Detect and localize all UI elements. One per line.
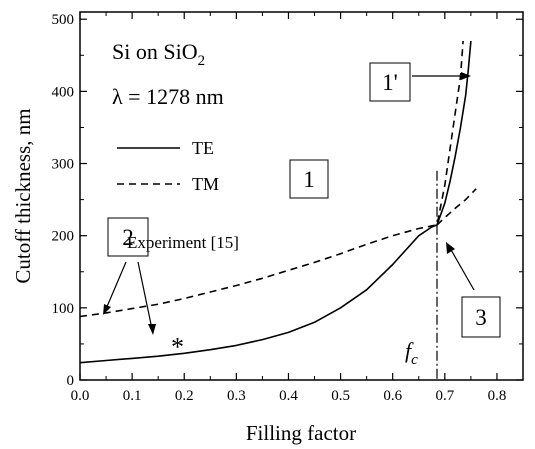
arrow-region-3-head: [446, 242, 455, 254]
y-tick-label: 100: [52, 301, 75, 317]
x-tick-label: 0.7: [435, 388, 454, 404]
arrow-region-3: [449, 247, 475, 291]
x-tick-label: 0.1: [123, 388, 142, 404]
experiment-marker: *: [171, 332, 184, 361]
material-subscript: 2: [198, 53, 206, 69]
region-3-box: [461, 296, 501, 338]
legend-te-label: TE: [192, 138, 214, 158]
region-1prime-box: [369, 62, 411, 102]
region-1prime-label: 1': [382, 70, 398, 95]
series-te-line: [79, 40, 472, 364]
series-lines: *: [79, 40, 477, 380]
fc-subscript: c: [411, 352, 418, 368]
region-1-label: 1: [303, 167, 315, 192]
material-base: Si on SiO: [112, 39, 198, 64]
x-tick-label: 0.6: [383, 388, 402, 404]
plot-frame: [79, 11, 524, 381]
axis-ticks: 0.0 0.1 0.2 0.3 0.4 0.5 0.6 0.7 0.8 0 100 200 300 400…: [52, 12, 523, 404]
legend-tm-label: TM: [192, 174, 219, 194]
arrow-experiment-head: [103, 304, 111, 315]
y-tick-label: 200: [52, 229, 75, 245]
fc-label: fc: [405, 338, 418, 368]
wavelength-label: λ = 1278 nm: [112, 84, 224, 109]
x-tick-label: 0.5: [331, 388, 350, 404]
y-tick-label: 500: [52, 12, 75, 28]
material-label: Si on SiO2: [112, 39, 205, 69]
experiment-label: Experiment [15]: [127, 233, 239, 252]
series-tm-continuation-line: [436, 188, 477, 226]
x-axis-label: Filling factor: [246, 421, 356, 445]
fc-base: f: [405, 338, 414, 363]
arrow-experiment: [105, 261, 127, 310]
arrow-region-2: [137, 261, 153, 330]
x-tick-label: 0.4: [279, 388, 298, 404]
arrow-1prime-head: [461, 72, 471, 80]
x-tick-label: 0.0: [71, 388, 90, 404]
x-tick-label: 0.2: [175, 388, 194, 404]
y-tick-label: 300: [52, 157, 75, 173]
x-tick-label: 0.3: [227, 388, 246, 404]
region-1-box: [289, 159, 329, 199]
y-axis-label: Cutoff thickness, nm: [11, 108, 35, 283]
y-tick-label: 400: [52, 84, 75, 100]
arrow-region-2-head: [148, 324, 156, 335]
region-2-label: 2: [122, 225, 134, 250]
x-tick-label: 0.8: [488, 388, 507, 404]
y-tick-label: 0: [67, 373, 75, 389]
region-3-label: 3: [475, 305, 487, 330]
series-tm-line: [79, 40, 464, 318]
region-2-box: [107, 217, 149, 257]
